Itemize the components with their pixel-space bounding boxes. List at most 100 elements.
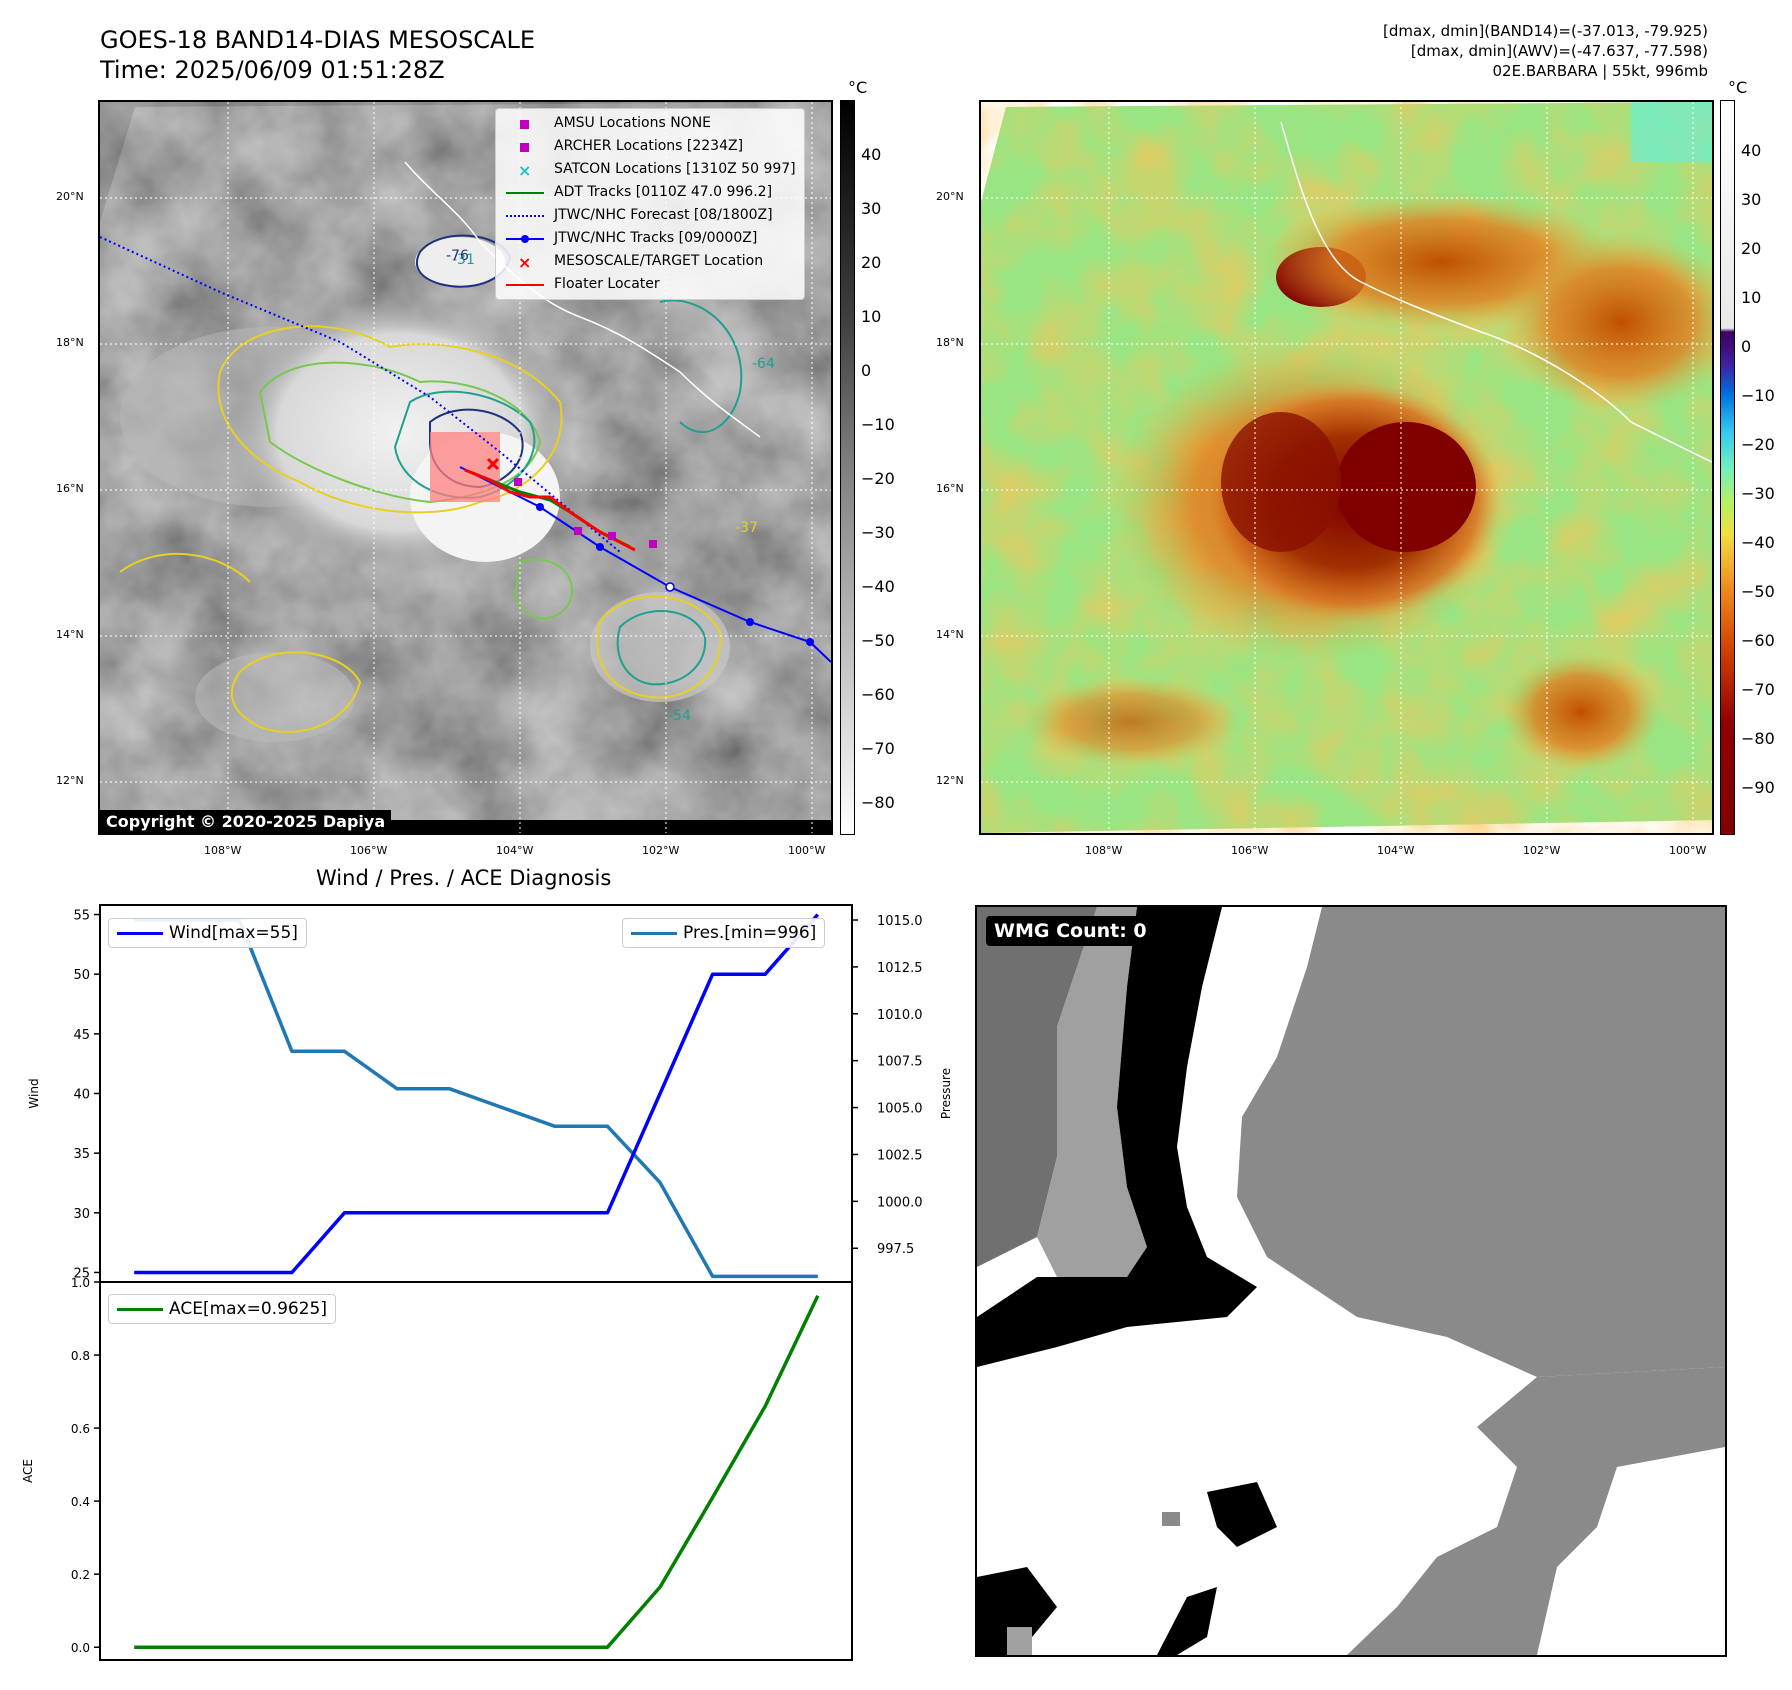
contour-label-31: -31: [452, 252, 475, 268]
awv-colorbar-tick: −70: [1741, 680, 1775, 699]
ace-legend-label: ACE[max=0.9625]: [169, 1299, 327, 1319]
bt-colorbar-unit: °C: [848, 78, 868, 97]
awv-lat-label-16n: 16°N: [936, 482, 964, 495]
pressure-axis-label: Pressure: [939, 1068, 953, 1119]
wmg-panel: [975, 905, 1727, 1657]
awv-lat-label-12n: 12°N: [936, 774, 964, 787]
lon-label-106w: 106°W: [350, 844, 388, 857]
bt-colorbar-tick: −50: [861, 631, 895, 650]
ace-series-line: [134, 1294, 820, 1649]
awv-colorbar-tick: −20: [1741, 435, 1775, 454]
info-band14: [dmax, dmin](BAND14)=(-37.013, -79.925): [1383, 22, 1708, 40]
wind-pressure-chart: 25 30 35 40 45 50 55 997.5 1000.0 1002.5 1005.0 100…: [27, 904, 953, 1283]
bt-colorbar-tick: −60: [861, 685, 895, 704]
time-subtitle: Time: 2025/06/09 01:51:28Z: [100, 56, 445, 84]
legend-floater-label: Floater Locater: [554, 276, 660, 292]
awv-colorbar-tick: 30: [1741, 190, 1762, 209]
diagnosis-title: Wind / Pres. / ACE Diagnosis: [316, 866, 612, 890]
wind-legend-swatch: [117, 931, 163, 935]
pressure-y-tick-label: 1007.5: [877, 1055, 923, 1070]
legend-archer-label: ARCHER Locations [2234Z]: [554, 138, 744, 154]
legend-amsu-label: AMSU Locations NONE: [554, 115, 712, 131]
wind-y-tick-label: 45: [73, 1028, 90, 1043]
pressure-y-tick-label: 1000.0: [877, 1195, 923, 1210]
bt-colorbar-tick: −20: [861, 469, 895, 488]
pressure-legend: Pres.[min=996]: [622, 918, 826, 948]
bt-colorbar: [840, 100, 855, 835]
pressure-legend-label: Pres.[min=996]: [683, 923, 817, 943]
info-storm: 02E.BARBARA | 55kt, 996mb: [1492, 62, 1708, 80]
pressure-y-tick-label: 997.5: [877, 1242, 914, 1257]
awv-lon-label-106w: 106°W: [1231, 844, 1269, 857]
bt-colorbar-tick: 20: [861, 253, 882, 272]
legend-amsu: AMSU Locations NONE: [504, 112, 796, 135]
bt-colorbar-tick: 10: [861, 307, 882, 326]
ace-y-tick-label: 0.0: [71, 1641, 90, 1655]
wind-legend-label: Wind[max=55]: [169, 923, 298, 943]
contour-label-76: -76: [446, 248, 469, 264]
pressure-y-tick-label: 1015.0: [877, 914, 923, 929]
pressure-y-tick-label: 1005.0: [877, 1102, 923, 1117]
wind-axis-label: Wind: [27, 1078, 41, 1108]
bt-colorbar-tick: −70: [861, 739, 895, 758]
awv-colorbar-tick: −50: [1741, 582, 1775, 601]
pressure-y-tick-label: 1002.5: [877, 1148, 923, 1163]
awv-colorbar: [1720, 100, 1735, 835]
copyright-notice: Copyright © 2020-2025 Dapiya: [100, 810, 392, 833]
legend-adt: ADT Tracks [0110Z 47.0 996.2]: [504, 181, 796, 204]
awv-colorbar-tick: −40: [1741, 533, 1775, 552]
legend-adt-label: ADT Tracks [0110Z 47.0 996.2]: [554, 184, 773, 200]
awv-colorbar-tick: 10: [1741, 288, 1762, 307]
legend-satcon: × SATCON Locations [1310Z 50 997]: [504, 158, 796, 181]
awv-colorbar-unit: °C: [1728, 78, 1748, 97]
bt-colorbar-tick: 30: [861, 199, 882, 218]
wind-y-tick-label: 40: [73, 1088, 90, 1103]
lat-label-18n: 18°N: [56, 336, 84, 349]
ace-y-tick-label: 0.8: [71, 1349, 90, 1363]
bt-colorbar-tick: 0: [861, 361, 872, 380]
wmg-image: [977, 907, 1725, 1655]
lat-label-14n: 14°N: [56, 628, 84, 641]
legend-tracks: JTWC/NHC Tracks [09/0000Z]: [504, 227, 796, 250]
ace-y-tick-label: 0.4: [71, 1495, 90, 1509]
lat-label-16n: 16°N: [56, 482, 84, 495]
legend-forecast: JTWC/NHC Forecast [08/1800Z]: [504, 204, 796, 227]
info-awv: [dmax, dmin](AWV)=(-47.637, -77.598): [1410, 42, 1708, 60]
bt-colorbar-tick: −40: [861, 577, 895, 596]
awv-lat-label-14n: 14°N: [936, 628, 964, 641]
ace-y-tick-label: 0.6: [71, 1422, 90, 1436]
ace-axis-label: ACE: [21, 1459, 35, 1483]
wind-y-tick-label: 35: [73, 1147, 90, 1162]
awv-colorbar-tick: 40: [1741, 141, 1762, 160]
awv-colorbar-tick: −80: [1741, 729, 1775, 748]
lon-label-102w: 102°W: [642, 844, 680, 857]
awv-colorbar-tick: −90: [1741, 778, 1775, 797]
awv-map-panel: [979, 100, 1714, 835]
awv-colorbar-tick: −30: [1741, 484, 1775, 503]
pressure-y-tick-label: 1010.0: [877, 1008, 923, 1023]
legend-satcon-label: SATCON Locations [1310Z 50 997]: [554, 161, 796, 177]
wind-y-tick-label: 50: [73, 968, 90, 983]
lat-label-20n: 20°N: [56, 190, 84, 203]
awv-colorbar-tick: 0: [1741, 337, 1752, 356]
awv-lat-label-18n: 18°N: [936, 336, 964, 349]
ace-y-tick-label: 1.0: [71, 1276, 90, 1290]
awv-lon-label-102w: 102°W: [1523, 844, 1561, 857]
wind-y-tick-label: 55: [73, 909, 90, 924]
awv-lon-label-104w: 104°W: [1377, 844, 1415, 857]
main-title: GOES-18 BAND14-DIAS MESOSCALE: [100, 26, 536, 54]
awv-lat-label-20n: 20°N: [936, 190, 964, 203]
bt-colorbar-tick: 40: [861, 145, 882, 164]
contour-label-37: -37: [735, 520, 758, 536]
wind-legend: Wind[max=55]: [108, 918, 307, 948]
ace-legend-swatch: [117, 1307, 163, 1311]
legend-target-label: MESOSCALE/TARGET Location: [554, 253, 764, 269]
legend-target: × MESOSCALE/TARGET Location: [504, 250, 796, 273]
ace-chart: 0.0 0.2 0.4 0.6 0.8 1.0 ACE: [21, 1276, 853, 1661]
wind-series-line: [134, 913, 820, 1275]
legend-forecast-label: JTWC/NHC Forecast [08/1800Z]: [554, 207, 773, 223]
ace-plot-frame: [99, 1281, 853, 1661]
awv-colorbar-tick: −60: [1741, 631, 1775, 650]
pressure-y-tick-label: 1012.5: [877, 961, 923, 976]
lon-label-108w: 108°W: [204, 844, 242, 857]
